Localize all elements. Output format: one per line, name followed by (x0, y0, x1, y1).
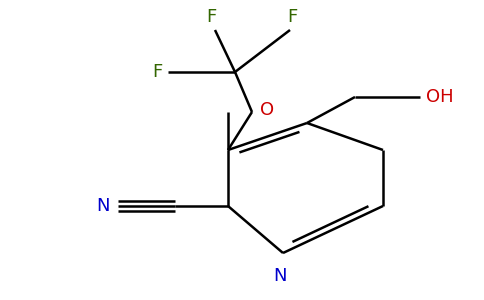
Text: F: F (287, 8, 297, 26)
Text: OH: OH (426, 88, 454, 106)
Text: N: N (273, 267, 287, 285)
Text: O: O (260, 101, 274, 119)
Text: F: F (206, 8, 216, 26)
Text: F: F (152, 63, 162, 81)
Text: N: N (96, 197, 110, 215)
